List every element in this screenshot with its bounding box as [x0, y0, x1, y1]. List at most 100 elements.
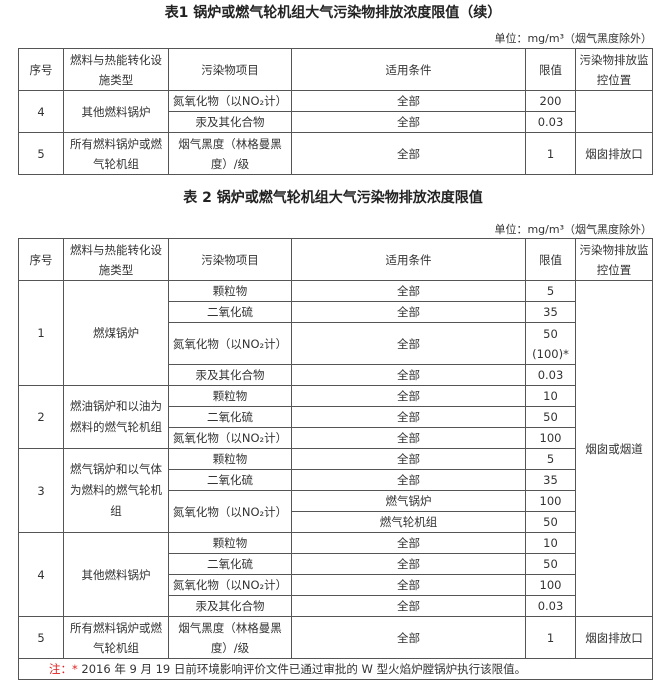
seq-cell: 1: [18, 280, 64, 386]
location-cell: [575, 90, 653, 133]
limit-cell: 5: [525, 280, 576, 302]
seq-cell: 5: [18, 616, 64, 659]
type-cell: 燃气锅炉和以气体为燃料的燃气轮机组: [63, 448, 169, 533]
table-row: 二氧化硫 全部 35: [19, 301, 653, 323]
table-row: 二氧化硫 全部 35: [19, 469, 653, 491]
condition-cell: 燃气锅炉: [291, 490, 526, 512]
limit-value-alt: (100)*: [532, 346, 569, 361]
condition-cell: 全部: [291, 427, 526, 449]
table2-unit: 单位：mg/m³（烟气黑度除外）: [494, 223, 652, 236]
pollutant-cell: 烟气黑度（林格曼黑度）/级: [168, 132, 292, 175]
table-header: 序号 燃料与热能转化设施类型 污染物项目 适用条件 限值 污染物排放监控位置: [18, 238, 653, 281]
condition-cell: 全部: [291, 132, 526, 175]
type-cell: 其他燃料锅炉: [63, 532, 169, 617]
condition-cell: 全部: [291, 469, 526, 491]
location-cell: 烟囱排放口: [575, 616, 653, 659]
condition-cell: 全部: [291, 280, 526, 302]
table-row: 5 所有燃料锅炉或燃气轮机组 烟气黑度（林格曼黑度）/级 全部 1 烟囱排放口: [18, 616, 653, 659]
limit-cell: 1: [525, 132, 576, 175]
condition-cell: 全部: [291, 574, 526, 596]
seq-cell: 3: [18, 448, 64, 533]
type-cell: 所有燃料锅炉或燃气轮机组: [63, 616, 169, 659]
limit-cell: 100: [525, 427, 576, 449]
seq-cell: 2: [18, 385, 64, 449]
limit-value: 50: [543, 326, 558, 341]
limit-cell: 5: [525, 448, 576, 470]
header-pollutant: 污染物项目: [168, 48, 292, 91]
pollutant-cell: 二氧化硫: [168, 469, 292, 491]
limit-cell: 1: [525, 616, 576, 659]
table-row: 4 其他燃料锅炉 氮氧化物（以NO₂计） 全部 200: [18, 90, 653, 133]
table-row: 1 燃煤锅炉 颗粒物 全部 5 烟囱或烟道: [18, 280, 653, 617]
header-type: 燃料与热能转化设施类型: [63, 48, 169, 91]
type-cell: 燃油锅炉和以油为燃料的燃气轮机组: [63, 385, 169, 449]
limit-cell: 100: [525, 490, 576, 512]
pollutant-cell: 汞及其化合物: [168, 595, 292, 617]
condition-cell: 全部: [291, 322, 526, 365]
condition-cell: 燃气轮机组: [291, 511, 526, 533]
table1: 序号 燃料与热能转化设施类型 污染物项目 适用条件 限值 污染物排放监控位置 4…: [18, 48, 653, 175]
table-row: 燃气轮机组 50: [19, 511, 653, 533]
header-condition: 适用条件: [291, 238, 526, 281]
condition-cell: 全部: [291, 385, 526, 407]
table-row: 氮氧化物（以NO₂计） 燃气锅炉 100: [19, 490, 653, 533]
condition-cell: 全部: [291, 616, 526, 659]
seq-cell: 4: [18, 532, 64, 617]
condition-cell: 全部: [291, 448, 526, 470]
pollutant-cell: 颗粒物: [168, 532, 292, 554]
type-cell: 燃煤锅炉: [63, 280, 169, 386]
pollutant-cell: 二氧化硫: [168, 553, 292, 575]
seq-cell: 5: [18, 132, 64, 175]
seq-cell: 4: [18, 90, 64, 133]
pollutant-cell: 汞及其化合物: [168, 111, 292, 133]
pollutant-cell: 汞及其化合物: [168, 364, 292, 386]
header-limit: 限值: [525, 48, 576, 91]
pollutant-cell: 颗粒物: [168, 448, 292, 470]
type-cell: 所有燃料锅炉或燃气轮机组: [63, 132, 169, 175]
limit-cell: 50: [525, 406, 576, 428]
limit-cell: 50: [525, 553, 576, 575]
condition-cell: 全部: [291, 90, 526, 112]
pollutant-cell: 氮氧化物（以NO₂计）: [168, 90, 292, 112]
limit-cell: 100: [525, 574, 576, 596]
header-seq: 序号: [18, 48, 64, 91]
header-type: 燃料与热能转化设施类型: [63, 238, 169, 281]
condition-cell: 全部: [291, 406, 526, 428]
table-row: 3 燃气锅炉和以气体为燃料的燃气轮机组 颗粒物 全部 5: [18, 448, 653, 533]
limit-cell: 0.03: [525, 111, 576, 133]
condition-cell: 全部: [291, 595, 526, 617]
table-row: 2 燃油锅炉和以油为燃料的燃气轮机组 颗粒物 全部 10: [18, 385, 653, 449]
limit-cell: 35: [525, 301, 576, 323]
limit-cell: 50 (100)*: [525, 322, 576, 365]
pollutant-cell: 氮氧化物（以NO₂计）: [168, 322, 292, 365]
header-seq: 序号: [18, 238, 64, 281]
pollutant-cell: 颗粒物: [168, 385, 292, 407]
table-row: 汞及其化合物 全部 0.03: [19, 364, 653, 386]
type-cell: 其他燃料锅炉: [63, 90, 169, 133]
pollutant-cell: 氮氧化物（以NO₂计）: [168, 490, 292, 533]
limit-cell: 35: [525, 469, 576, 491]
table2: 序号 燃料与热能转化设施类型 污染物项目 适用条件 限值 污染物排放监控位置 1…: [18, 238, 653, 680]
limit-cell: 10: [525, 385, 576, 407]
condition-cell: 全部: [291, 553, 526, 575]
note-cell: 注：* 2016 年 9 月 19 日前环境影响评价文件已通过审批的 W 型火焰…: [18, 658, 653, 680]
table-row: 二氧化硫 全部 50: [19, 406, 653, 428]
note-row: 注：* 2016 年 9 月 19 日前环境影响评价文件已通过审批的 W 型火焰…: [18, 658, 653, 680]
condition-cell: 全部: [291, 111, 526, 133]
limit-cell: 50: [525, 511, 576, 533]
header-limit: 限值: [525, 238, 576, 281]
pollutant-cell: 氮氧化物（以NO₂计）: [168, 574, 292, 596]
header-location: 污染物排放监控位置: [575, 48, 653, 91]
table2-title: 表 2 锅炉或燃气轮机组大气污染物排放浓度限值: [183, 190, 483, 206]
location-cell: 烟囱排放口: [575, 132, 653, 175]
table1-unit: 单位：mg/m³（烟气黑度除外）: [494, 32, 652, 45]
table-row: 5 所有燃料锅炉或燃气轮机组 烟气黑度（林格曼黑度）/级 全部 1 烟囱排放口: [18, 132, 653, 175]
limit-cell: 0.03: [525, 364, 576, 386]
limit-cell: 0.03: [525, 595, 576, 617]
table-row: 氮氧化物（以NO₂计） 全部 100: [19, 427, 653, 449]
table-row: 汞及其化合物 全部 0.03: [19, 595, 653, 617]
limit-cell: 10: [525, 532, 576, 554]
pollutant-cell: 二氧化硫: [168, 301, 292, 323]
header-pollutant: 污染物项目: [168, 238, 292, 281]
condition-cell: 全部: [291, 532, 526, 554]
